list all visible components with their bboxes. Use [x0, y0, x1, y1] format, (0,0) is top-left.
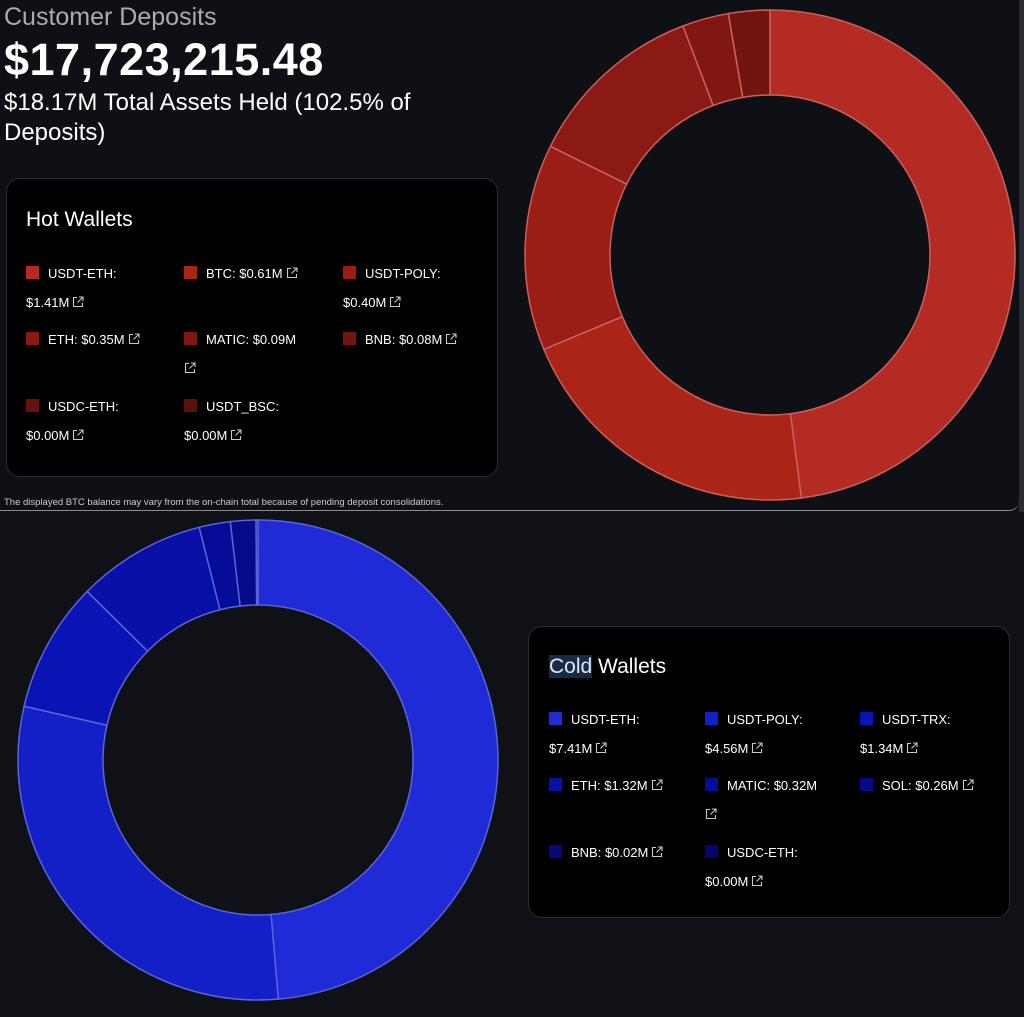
page-title: Customer Deposits — [4, 3, 217, 31]
legend-item-cold-usdt-eth: USDT-ETH: $7.41M — [549, 712, 640, 756]
color-swatch — [860, 778, 873, 791]
external-link-icon[interactable] — [72, 429, 84, 441]
external-link-icon[interactable] — [128, 333, 140, 345]
cold-wallets-title: Cold Wallets — [549, 655, 667, 678]
external-link-icon[interactable] — [751, 875, 763, 887]
color-swatch — [343, 332, 356, 345]
donut-segment-btc[interactable] — [542, 315, 803, 501]
external-link-icon[interactable] — [651, 779, 663, 791]
legend-item-cold-matic: MATIC: $0.32M — [705, 771, 855, 829]
donut-segment-usdt-poly[interactable] — [17, 705, 280, 1001]
legend-item-cold-eth: ETH: $1.32M — [549, 771, 699, 800]
external-link-icon[interactable] — [389, 296, 401, 308]
color-swatch — [705, 778, 718, 791]
external-link-icon[interactable] — [906, 742, 918, 754]
color-swatch — [860, 712, 873, 725]
color-swatch — [184, 332, 197, 345]
legend-item-cold-bnb: BNB: $0.02M — [549, 838, 699, 867]
external-link-icon[interactable] — [286, 267, 298, 279]
legend-item-hot-usdt-poly: USDT-POLY: $0.40M — [343, 266, 441, 310]
color-swatch — [184, 399, 197, 412]
cold-wallets-donut-chart — [17, 519, 499, 1001]
hot-wallets-title: Hot Wallets — [26, 208, 133, 231]
customer-deposits-panel: Customer Deposits $17,723,215.48 $18.17M… — [0, 3, 1019, 511]
color-swatch — [343, 266, 356, 279]
legend-item-hot-bnb: BNB: $0.08M — [343, 325, 493, 354]
cold-title-highlight: Cold — [549, 655, 593, 678]
color-swatch — [705, 712, 718, 725]
donut-segment-bnb[interactable] — [727, 9, 771, 99]
legend-item-hot-usdc-eth: USDC-ETH: $0.00M — [26, 399, 119, 443]
color-swatch — [705, 845, 718, 858]
btc-balance-footnote: The displayed BTC balance may vary from … — [4, 497, 444, 508]
external-link-icon[interactable] — [651, 846, 663, 858]
legend-item-hot-btc: BTC: $0.61M — [184, 259, 334, 288]
color-swatch — [26, 399, 39, 412]
total-assets-summary: $18.17M Total Assets Held (102.5% of Dep… — [4, 89, 411, 146]
legend-item-cold-sol: SOL: $0.26M — [860, 771, 1010, 800]
external-link-icon[interactable] — [595, 742, 607, 754]
external-link-icon[interactable] — [184, 362, 196, 374]
legend-item-hot-usdt-bsc: USDT_BSC: $0.00M — [184, 399, 279, 443]
total-deposits-value: $17,723,215.48 — [4, 34, 324, 85]
donut-segment-usdt-eth[interactable] — [769, 9, 1016, 499]
color-swatch — [26, 332, 39, 345]
color-swatch — [26, 266, 39, 279]
external-link-icon[interactable] — [445, 333, 457, 345]
donut-segment-usdt-eth[interactable] — [257, 519, 499, 1000]
external-link-icon[interactable] — [751, 742, 763, 754]
legend-item-cold-usdt-trx: USDT-TRX: $1.34M — [860, 712, 951, 756]
color-swatch — [549, 778, 562, 791]
hot-wallets-legend: Hot Wallets USDT-ETH: $1.41M BTC: $0.61M… — [6, 178, 498, 477]
external-link-icon[interactable] — [705, 808, 717, 820]
external-link-icon[interactable] — [962, 779, 974, 791]
legend-item-cold-usdt-poly: USDT-POLY: $4.56M — [705, 712, 803, 756]
legend-item-cold-usdc-eth: USDC-ETH: $0.00M — [705, 845, 798, 889]
color-swatch — [549, 845, 562, 858]
legend-item-hot-eth: ETH: $0.35M — [26, 325, 176, 354]
color-swatch — [184, 266, 197, 279]
window-edge — [1019, 0, 1024, 512]
donut-segment-bnb[interactable] — [255, 519, 259, 606]
hot-wallets-donut-chart — [524, 9, 1016, 501]
cold-wallets-legend: Cold Wallets USDT-ETH: $7.41M USDT-POLY:… — [528, 626, 1010, 918]
color-swatch — [549, 712, 562, 725]
external-link-icon[interactable] — [230, 429, 242, 441]
external-link-icon[interactable] — [72, 296, 84, 308]
legend-item-hot-usdt-eth: USDT-ETH: $1.41M — [26, 266, 117, 310]
legend-item-hot-matic: MATIC: $0.09M — [184, 325, 334, 383]
